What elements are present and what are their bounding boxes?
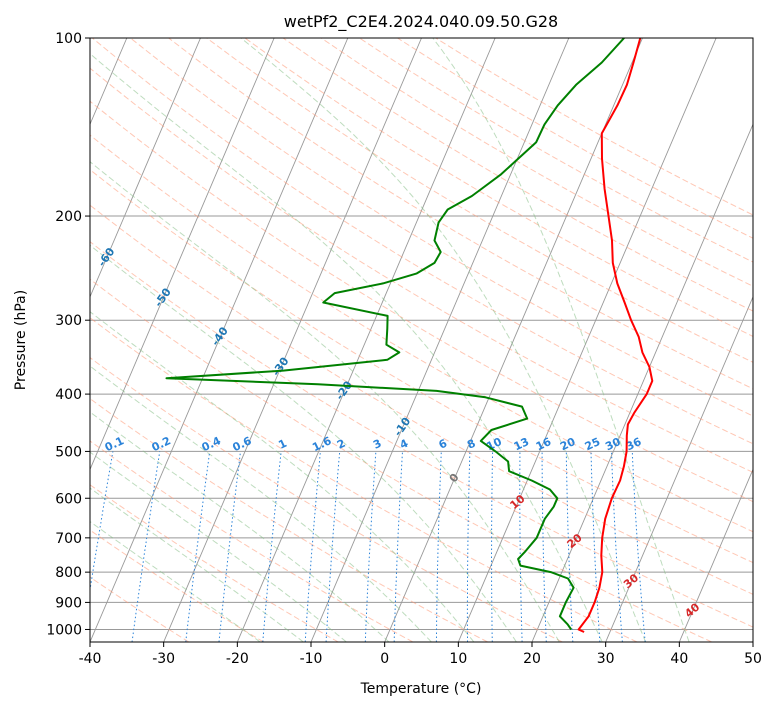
moist-adiabat-line [90, 311, 475, 642]
x-tick-label: 10 [449, 651, 467, 667]
mixing-ratio-line-1 [262, 451, 282, 642]
dry-adiabats [90, 38, 753, 642]
moist-adiabat-line [90, 411, 390, 642]
y-tick-label: 500 [55, 444, 82, 460]
y-tick-label: 600 [55, 491, 82, 507]
x-tick-label: -30 [152, 651, 175, 667]
x-tick-label: 0 [380, 651, 389, 667]
dry-adiabat-line [90, 484, 339, 642]
x-axis-label: Temperature (°C) [360, 681, 482, 697]
x-tick-label: -10 [300, 651, 323, 667]
y-tick-label: 100 [55, 31, 82, 47]
mixing-ratio-label: 16 [534, 435, 554, 453]
mixing-ratio-line-0.6 [218, 451, 241, 642]
x-axis-ticks: -40 -30 -20 -10 0 10 20 30 40 50 [79, 642, 762, 667]
dry-adiabat-line [90, 440, 414, 642]
x-tick-label: -40 [79, 651, 102, 667]
isotherm-line [163, 38, 422, 642]
moist-adiabat-line [240, 38, 647, 642]
mixing-ratio-label: 13 [512, 435, 531, 453]
isotherm-line [90, 38, 275, 471]
dry-adiabat-line [90, 357, 563, 642]
chart-title: wetPf2_C2E4.2024.040.09.50.G28 [284, 12, 558, 32]
isotherm-line [678, 468, 753, 642]
mixing-ratio-label: 36 [624, 435, 644, 453]
moist-adiabat-line [432, 38, 690, 642]
isotherm-line [457, 38, 717, 642]
x-tick-label: 50 [744, 651, 762, 667]
mixing-ratio-label: 25 [583, 435, 602, 453]
temperature-profile-line [577, 38, 654, 633]
x-tick-label: 30 [597, 651, 615, 667]
x-tick-label: -20 [226, 651, 249, 667]
y-tick-label: 900 [55, 595, 82, 611]
moist-adiabat-line [90, 520, 261, 642]
mixing-ratio-label: 10 [484, 435, 504, 453]
dry-adiabat-line [90, 398, 488, 642]
moist-adiabats [90, 38, 690, 642]
y-tick-label: 200 [55, 209, 82, 225]
x-tick-label: 40 [670, 651, 688, 667]
y-tick-label: 400 [55, 387, 82, 403]
moist-adiabat-line [90, 365, 432, 642]
y-tick-label: 800 [55, 565, 82, 581]
y-tick-label: 1000 [46, 622, 82, 638]
plot-frame [89, 37, 754, 643]
isotherm-line [236, 38, 496, 642]
dry-adiabat-line [282, 38, 753, 312]
dry-adiabat-line [90, 134, 753, 533]
dry-adiabat-line [90, 576, 190, 642]
x-tick-label: 20 [523, 651, 541, 667]
dry-adiabat-line [90, 241, 753, 628]
moist-adiabat-line [90, 161, 560, 642]
moist-adiabat-line [90, 53, 603, 642]
moist-adiabat-line [90, 451, 347, 642]
mixing-ratio-line-0.4 [185, 451, 211, 642]
y-tick-label: 700 [55, 531, 82, 547]
mixing-ratio-label: 20 [558, 435, 578, 453]
y-axis-ticks: 1000 900 800 700 600 500 400 300 200 100 [46, 31, 90, 638]
dry-adiabat-line [90, 317, 638, 642]
isotherm-line [531, 123, 753, 642]
y-tick-label: 300 [55, 313, 82, 329]
mixing-ratio-lines [90, 451, 646, 642]
mixing-ratio-label: 30 [603, 435, 623, 453]
isotherm-line [90, 38, 201, 299]
isotherm-line [384, 38, 643, 642]
isotherm-line [605, 295, 753, 642]
mixing-ratio-line-0.2 [131, 451, 161, 642]
dewpoint-profile-line [165, 38, 625, 631]
dry-adiabat-line [130, 38, 753, 417]
isotherm-line [90, 38, 349, 642]
dry-adiabat-line [90, 67, 753, 473]
dry-adiabat-line [206, 38, 753, 363]
sounding-profiles [165, 38, 654, 633]
mixing-ratio-line-0.1 [90, 451, 114, 593]
dry-adiabat-line [90, 204, 753, 595]
y-axis-label: Pressure (hPa) [13, 290, 29, 390]
dry-adiabat-line [90, 169, 753, 564]
moist-adiabat-line [90, 244, 517, 642]
